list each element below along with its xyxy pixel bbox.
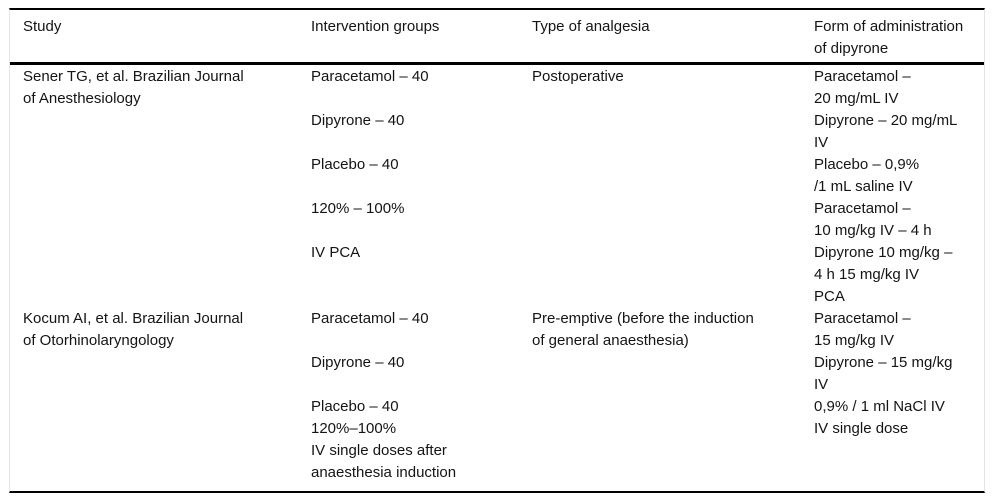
cell-type-of-analgesia: Pre-emptive (before the induction of gene…	[519, 308, 801, 484]
cell-line: Paracetamol – 40	[311, 68, 429, 85]
cell-line: IV single dose	[814, 420, 909, 437]
cell-line: 120%–100%	[311, 420, 397, 437]
cell-form-of-administration: Paracetamol – 20 mg/mL IV Dipyrone – 20 mg…	[801, 66, 984, 308]
cell-line: Paracetamol –	[814, 310, 911, 327]
cell-line: 20 mg/mL IV	[814, 90, 899, 107]
cell-line: IV single doses after	[311, 442, 447, 459]
cell-line: 15 mg/kg IV	[814, 332, 895, 349]
cell-line: of Anesthesiology	[23, 90, 141, 107]
cell-type-of-analgesia: Postoperative	[519, 66, 801, 308]
cell-line	[311, 330, 509, 352]
cell-line	[311, 176, 509, 198]
cell-study: Sener TG, et al. Brazilian Journal of Ane…	[10, 66, 298, 308]
table-row-kocum-study: Kocum AI, et al. Brazilian Journal of Oto…	[10, 308, 984, 491]
column-header-form-of-administration: Form of administration of dipyrone	[814, 18, 964, 57]
table-header-row: Study Intervention groups Type of analge…	[10, 10, 984, 65]
cell-line	[311, 220, 509, 242]
studies-comparison-table: Study Intervention groups Type of analge…	[9, 8, 985, 493]
cell-line: of general anaesthesia)	[532, 332, 689, 349]
cell-line: Sener TG, et al. Brazilian Journal	[23, 68, 244, 85]
cell-line: Placebo – 40	[311, 398, 399, 415]
cell-line: Postoperative	[532, 68, 624, 85]
cell-line: Dipyrone – 40	[311, 112, 405, 129]
cell-line: Dipyrone – 40	[311, 354, 405, 371]
cell-line: Kocum AI, et al. Brazilian Journal	[23, 310, 244, 327]
cell-line: Dipyrone – 15 mg/kg	[814, 354, 953, 371]
cell-line: 0,9% / 1 ml NaCl IV	[814, 398, 945, 415]
cell-line: IV	[814, 376, 829, 393]
cell-line: Placebo – 0,9%	[814, 156, 920, 173]
cell-line: of Otorhinolaryngology	[23, 332, 174, 349]
cell-line: 4 h 15 mg/kg IV	[814, 266, 920, 283]
column-header-intervention-groups: Intervention groups	[311, 18, 440, 35]
cell-line: IV	[814, 134, 829, 151]
cell-form-of-administration: Paracetamol – 15 mg/kg IV Dipyrone – 15 mg…	[801, 308, 984, 484]
cell-line: IV PCA	[311, 244, 361, 261]
column-header-study: Study	[23, 18, 62, 35]
cell-line: Paracetamol –	[814, 200, 911, 217]
cell-line: PCA	[814, 288, 845, 305]
cell-line: /1 mL saline IV	[814, 178, 913, 195]
cell-line: Paracetamol –	[814, 68, 911, 85]
cell-line: Paracetamol – 40	[311, 310, 429, 327]
cell-line: Dipyrone 10 mg/kg –	[814, 244, 953, 261]
cell-line	[311, 88, 509, 110]
cell-intervention-groups: Paracetamol – 40 Dipyrone – 40 Placebo –…	[298, 308, 519, 484]
cell-line	[311, 374, 509, 396]
cell-line: 120% – 100%	[311, 200, 405, 217]
cell-line: anaesthesia induction	[311, 464, 457, 481]
cell-line: 10 mg/kg IV – 4 h	[814, 222, 932, 239]
cell-study: Kocum AI, et al. Brazilian Journal of Oto…	[10, 308, 298, 484]
cell-line	[311, 132, 509, 154]
cell-intervention-groups: Paracetamol – 40 Dipyrone – 40 Placebo –…	[298, 66, 519, 308]
cell-line: Dipyrone – 20 mg/mL	[814, 112, 958, 129]
table-row-sener-study: Sener TG, et al. Brazilian Journal of Ane…	[10, 65, 984, 308]
cell-line: Placebo – 40	[311, 156, 399, 173]
column-header-type-of-analgesia: Type of analgesia	[532, 18, 650, 35]
cell-line: Pre-emptive (before the induction	[532, 310, 754, 327]
